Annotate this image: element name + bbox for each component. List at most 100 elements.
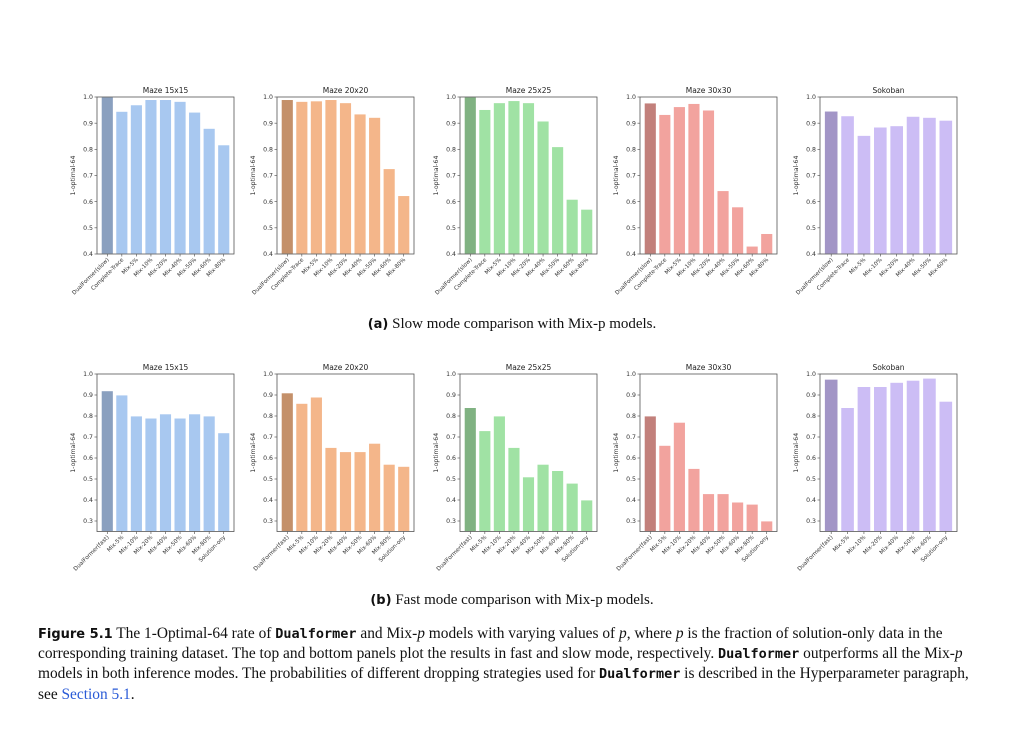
y-tick-label: 0.9 bbox=[83, 120, 93, 127]
y-tick-label: 0.9 bbox=[263, 120, 273, 127]
x-tick-label: DualFormer(fast) bbox=[436, 535, 474, 573]
chart-title: Maze 20x20 bbox=[323, 86, 369, 95]
bar bbox=[760, 233, 774, 255]
y-tick-label: 0.6 bbox=[806, 455, 816, 462]
y-tick-label: 0.8 bbox=[806, 147, 816, 154]
chart-b-3: Maze 30x30DualFormer(fast)Mix-5%Mix-10%M… bbox=[613, 363, 778, 573]
bar bbox=[159, 413, 172, 532]
y-tick-label: 0.4 bbox=[263, 497, 273, 504]
y-tick-label: 0.8 bbox=[83, 147, 93, 154]
y-tick-label: 1.0 bbox=[806, 371, 816, 378]
plot-frame bbox=[819, 96, 958, 255]
y-tick-label: 1.0 bbox=[263, 371, 273, 378]
y-tick-label: 0.4 bbox=[626, 497, 636, 504]
bar bbox=[873, 386, 888, 532]
bar bbox=[551, 146, 564, 255]
bar bbox=[339, 451, 352, 532]
plot-frame bbox=[96, 373, 235, 532]
subcaption-a: (a) Slow mode comparison with Mix-p mode… bbox=[0, 316, 1024, 333]
y-tick-label: 0.4 bbox=[263, 251, 273, 258]
caption-text: The 1-Optimal-64 rate of bbox=[112, 625, 276, 642]
y-tick-label: 0.4 bbox=[806, 497, 816, 504]
chart-title: Maze 15x15 bbox=[143, 363, 189, 372]
plot-frame bbox=[639, 373, 778, 532]
y-tick-label: 0.6 bbox=[263, 199, 273, 206]
bar bbox=[856, 135, 872, 255]
chart-title: Maze 20x20 bbox=[323, 363, 369, 372]
bar bbox=[339, 102, 352, 255]
bar bbox=[493, 415, 506, 532]
bar bbox=[463, 407, 477, 532]
plot-frame bbox=[459, 373, 598, 532]
bar bbox=[463, 96, 477, 255]
chart-a-4: SokobanDualFormer(slow)Complete-TraceMix… bbox=[793, 86, 958, 296]
x-tick-label: DualFormer(fast) bbox=[797, 535, 835, 573]
plot-frame bbox=[96, 96, 235, 255]
y-tick-label: 0.8 bbox=[806, 413, 816, 420]
y-tick-label: 0.7 bbox=[263, 434, 273, 441]
bar bbox=[295, 402, 309, 532]
bar bbox=[873, 126, 888, 255]
y-tick-label: 0.8 bbox=[626, 413, 636, 420]
figure-caption: Figure 5.1 The 1-Optimal-64 rate of Dual… bbox=[38, 624, 988, 704]
bar bbox=[938, 400, 953, 532]
bar bbox=[536, 120, 550, 255]
y-tick-label: 0.5 bbox=[806, 476, 816, 483]
bar bbox=[522, 102, 535, 255]
subcaption-b: (b) Fast mode comparison with Mix-p mode… bbox=[0, 592, 1024, 609]
y-tick-label: 0.4 bbox=[626, 251, 636, 258]
bar bbox=[115, 394, 129, 532]
y-tick-label: 1.0 bbox=[446, 94, 456, 101]
bar bbox=[353, 451, 367, 532]
bar bbox=[188, 111, 201, 255]
y-tick-label: 0.9 bbox=[806, 392, 816, 399]
bar bbox=[938, 119, 953, 255]
y-tick-label: 0.7 bbox=[446, 173, 456, 180]
y-tick-label: 0.4 bbox=[446, 251, 456, 258]
y-tick-label: 0.3 bbox=[446, 518, 456, 525]
y-tick-label: 0.6 bbox=[83, 199, 93, 206]
y-tick-label: 0.5 bbox=[626, 225, 636, 232]
plot-frame bbox=[276, 373, 415, 532]
y-axis-label: 1-optimal-64 bbox=[70, 433, 77, 473]
bar bbox=[922, 117, 937, 255]
y-tick-label: 0.9 bbox=[263, 392, 273, 399]
bar bbox=[324, 99, 338, 255]
bar bbox=[397, 195, 411, 255]
caption-text: . bbox=[130, 685, 135, 703]
bar bbox=[731, 206, 744, 255]
bar bbox=[368, 442, 381, 532]
bar bbox=[115, 110, 129, 255]
y-tick-label: 0.6 bbox=[806, 199, 816, 206]
y-tick-label: 0.6 bbox=[263, 455, 273, 462]
y-tick-label: 0.5 bbox=[446, 225, 456, 232]
chart-title: Sokoban bbox=[872, 363, 904, 372]
y-tick-label: 0.6 bbox=[83, 455, 93, 462]
bar bbox=[507, 447, 521, 532]
bar bbox=[144, 417, 158, 532]
bar bbox=[130, 104, 143, 255]
caption-text: Dualformer bbox=[599, 666, 681, 683]
y-tick-label: 0.7 bbox=[626, 173, 636, 180]
bar bbox=[280, 392, 294, 532]
y-tick-label: 0.6 bbox=[626, 199, 636, 206]
bar bbox=[702, 109, 715, 255]
y-axis-label: 1-optimal-64 bbox=[793, 156, 800, 196]
bar bbox=[310, 396, 323, 532]
bar bbox=[565, 198, 579, 255]
chart-a-3: Maze 30x30DualFormer(slow)Complete-Trace… bbox=[613, 86, 778, 296]
section-link[interactable]: Section 5.1 bbox=[61, 685, 131, 703]
bar bbox=[824, 378, 839, 532]
y-axis-label: 1-optimal-64 bbox=[433, 156, 440, 196]
bar bbox=[130, 415, 143, 532]
y-tick-label: 0.7 bbox=[806, 173, 816, 180]
y-tick-label: 0.5 bbox=[263, 476, 273, 483]
bar bbox=[159, 99, 172, 255]
y-tick-label: 0.8 bbox=[263, 147, 273, 154]
bar bbox=[658, 444, 672, 532]
caption-text: outperforms all the Mix- bbox=[799, 645, 955, 663]
bar bbox=[716, 190, 730, 255]
chart-title: Maze 30x30 bbox=[686, 86, 732, 95]
caption-text: is described in the Hyperparameter parag… bbox=[38, 665, 969, 703]
bar bbox=[188, 413, 201, 532]
